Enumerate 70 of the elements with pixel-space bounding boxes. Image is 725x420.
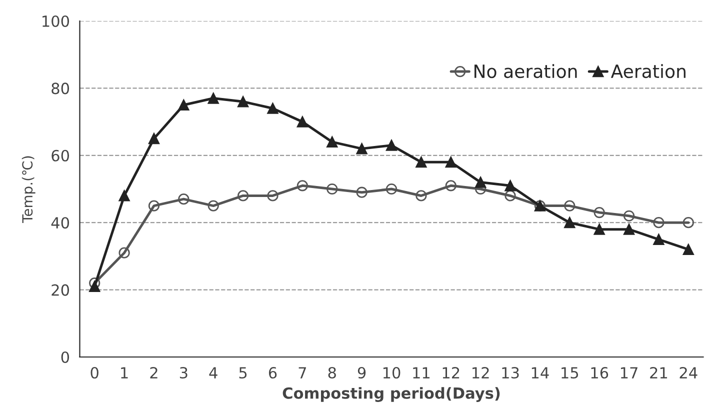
x-tick-label: 17 <box>620 367 638 378</box>
x-tick-label: 5 <box>239 367 247 379</box>
point <box>564 217 576 228</box>
point <box>623 224 635 235</box>
x-tick-label: 3 <box>180 366 188 379</box>
point <box>326 183 338 195</box>
x-tick-label: 9 <box>358 366 366 379</box>
y-axis-title: Temp.(℃) <box>22 156 36 223</box>
y-tick-label: 40 <box>51 217 70 229</box>
point <box>594 224 605 235</box>
x-tick-label: 7 <box>298 367 306 378</box>
point <box>416 156 427 168</box>
point <box>148 200 160 212</box>
point <box>445 156 456 168</box>
x-tick-label: 24 <box>680 366 698 378</box>
x-axis-title: Composting period(Days) <box>282 387 500 402</box>
x-tick-label: 11 <box>413 367 430 378</box>
point <box>148 133 160 144</box>
point <box>504 180 516 192</box>
point <box>89 280 100 292</box>
point <box>89 278 100 289</box>
point <box>208 92 219 104</box>
point <box>682 244 694 256</box>
x-tick-label: 14 <box>532 367 549 378</box>
x-tick-label: 1 <box>121 367 128 378</box>
x-tick-label: 16 <box>591 366 608 379</box>
y-tick-label: 80 <box>52 82 70 94</box>
point <box>267 190 278 202</box>
x-tick-label: 10 <box>383 366 400 379</box>
y-tick-label: 0 <box>61 351 70 364</box>
x-tick-label: 0 <box>90 366 98 379</box>
point <box>296 180 308 192</box>
x-tick-label: 4 <box>209 367 218 378</box>
legend-label: No aeration <box>474 64 577 78</box>
point <box>237 96 249 108</box>
x-tick-label: 2 <box>150 366 158 378</box>
point <box>475 176 486 188</box>
y-tick-label: 100 <box>42 15 70 28</box>
x-tick-label: 12 <box>442 366 460 378</box>
y-tick-label: 20 <box>52 284 70 296</box>
point <box>653 234 664 245</box>
point <box>267 102 278 114</box>
point <box>356 186 368 198</box>
point <box>653 217 664 228</box>
legend-label: Aeration <box>610 64 686 78</box>
point <box>564 200 576 212</box>
y-tick-label: 60 <box>52 150 70 162</box>
point <box>178 194 190 205</box>
point <box>356 143 368 154</box>
point <box>623 210 635 222</box>
point <box>386 183 398 195</box>
x-tick-label: 15 <box>562 367 578 379</box>
point <box>416 190 427 202</box>
x-tick-label: 13 <box>502 366 519 379</box>
x-tick-label: 12 <box>472 366 489 378</box>
point <box>594 206 605 218</box>
point <box>237 190 249 202</box>
point <box>118 247 130 258</box>
point <box>118 190 130 202</box>
point <box>208 200 219 212</box>
point <box>386 140 398 151</box>
x-tick-label: 21 <box>650 366 668 378</box>
point <box>296 116 308 128</box>
x-tick-label: 8 <box>328 366 336 379</box>
point <box>445 180 456 192</box>
x-tick-label: 6 <box>268 366 277 379</box>
point <box>504 190 516 202</box>
point <box>682 217 694 228</box>
point <box>178 99 190 111</box>
point <box>326 136 338 148</box>
